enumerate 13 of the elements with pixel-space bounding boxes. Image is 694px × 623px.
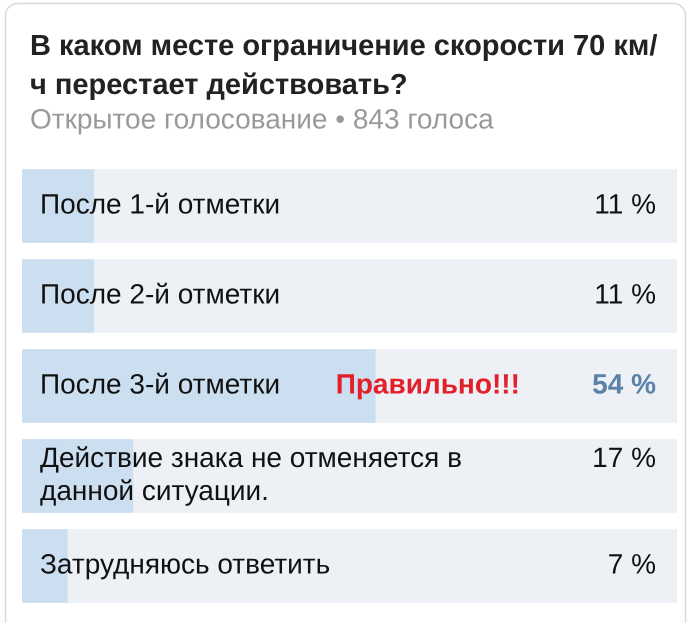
data-label: 11 % bbox=[594, 188, 656, 220]
y-tick-label: Действие знака не отменяется в данной ситуации. bbox=[40, 442, 462, 506]
chart-subtitle: Открытое голосование • 843 голоса bbox=[30, 104, 494, 135]
annotation: Правильно!!! bbox=[336, 368, 520, 400]
y-tick-label: Затрудняюсь ответить bbox=[40, 548, 330, 580]
y-tick-label: После 3-й отметки bbox=[40, 368, 280, 400]
data-label: 7 % bbox=[608, 548, 656, 580]
data-label: 11 % bbox=[594, 278, 656, 310]
y-tick-label: После 1-й отметки bbox=[40, 188, 280, 220]
y-tick-label: После 2-й отметки bbox=[40, 278, 280, 310]
chart-title: В каком месте ограничение скорости 70 км/ч перестает действовать? bbox=[30, 30, 658, 101]
data-label: 54 % bbox=[592, 368, 656, 400]
data-label: 17 % bbox=[592, 442, 656, 474]
